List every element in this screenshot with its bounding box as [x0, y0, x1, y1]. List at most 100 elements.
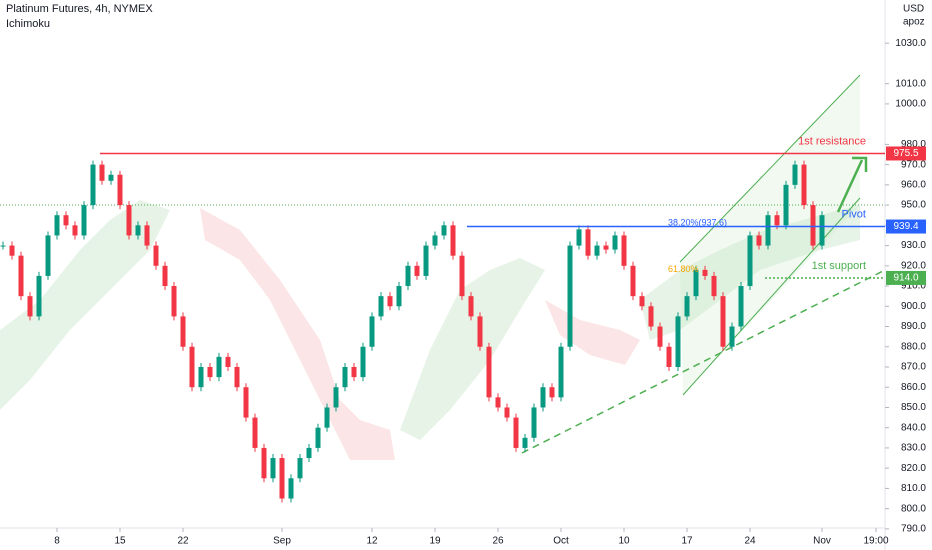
- y-tick-label: 950.0: [901, 200, 926, 211]
- candle: [414, 265, 420, 276]
- x-tick-label: 15: [114, 536, 126, 547]
- candle: [216, 356, 222, 378]
- candle: [693, 269, 699, 297]
- candle: [504, 407, 510, 418]
- level-name: 1st support: [812, 260, 866, 272]
- candle: [369, 316, 375, 347]
- candle: [126, 205, 132, 236]
- candle: [495, 397, 501, 408]
- price-tag-label: 975.5: [893, 148, 918, 159]
- candle: [342, 366, 348, 388]
- candle: [252, 417, 258, 448]
- indicator-name: Ichimoku: [6, 18, 50, 30]
- candle: [747, 235, 753, 287]
- y-tick-label: 1030.0: [895, 38, 926, 49]
- y-tick-label: 930.0: [901, 240, 926, 251]
- candle: [513, 417, 519, 448]
- candle: [351, 366, 357, 378]
- candle: [666, 346, 672, 367]
- candle: [45, 235, 51, 276]
- x-tick-label: 8: [54, 536, 60, 547]
- candle: [333, 387, 339, 408]
- candle: [378, 296, 384, 317]
- candle: [315, 427, 321, 448]
- y-tick-label: 980.0: [901, 139, 926, 150]
- candle: [432, 235, 438, 246]
- candle: [279, 458, 285, 499]
- y-tick-label: 820.0: [901, 463, 926, 474]
- candle: [783, 184, 789, 226]
- candle: [468, 296, 474, 317]
- x-tick-label: 26: [492, 536, 504, 547]
- candle: [72, 225, 78, 236]
- candle: [135, 225, 141, 236]
- candle: [423, 245, 429, 276]
- candle: [522, 437, 528, 448]
- author: apoz: [903, 17, 925, 28]
- candle: [639, 296, 645, 307]
- price-tag-label: 914.0: [893, 273, 918, 284]
- y-tick-label: 810.0: [901, 483, 926, 494]
- candle: [81, 205, 87, 236]
- candle: [540, 387, 546, 408]
- y-tick-label: 790.0: [901, 524, 926, 535]
- candle: [630, 265, 636, 297]
- candle: [54, 215, 60, 236]
- candle: [648, 306, 654, 327]
- candle: [396, 286, 402, 307]
- candle: [189, 346, 195, 388]
- candle: [738, 286, 744, 327]
- y-tick-label: 860.0: [901, 382, 926, 393]
- candle: [720, 296, 726, 347]
- y-tick-label: 960.0: [901, 179, 926, 190]
- candle: [603, 245, 609, 250]
- candle: [234, 366, 240, 388]
- candle: [459, 255, 465, 297]
- candle: [36, 275, 42, 317]
- y-tick-label: 850.0: [901, 402, 926, 413]
- candle: [729, 326, 735, 347]
- candle: [567, 245, 573, 347]
- candle: [162, 265, 168, 287]
- y-tick-label: 970.0: [901, 159, 926, 170]
- candle: [810, 205, 816, 246]
- y-tick-label: 890.0: [901, 321, 926, 332]
- candle: [99, 164, 105, 181]
- y-tick-label: 1000.0: [895, 99, 926, 110]
- candle: [90, 164, 96, 206]
- candle: [117, 174, 123, 206]
- candle: [711, 275, 717, 297]
- candle: [612, 235, 618, 250]
- candle: [0, 245, 6, 247]
- candle: [405, 265, 411, 287]
- level-name: Pivot: [842, 208, 866, 220]
- candle: [108, 174, 114, 181]
- x-tick-label: 10: [618, 536, 630, 547]
- candle: [441, 225, 447, 236]
- x-tick-label: 17: [681, 536, 693, 547]
- candle: [324, 407, 330, 428]
- candle: [792, 164, 798, 185]
- candle: [243, 387, 249, 418]
- candle: [27, 296, 33, 317]
- x-tick-label: Nov: [813, 536, 831, 547]
- candle: [774, 215, 780, 226]
- candle: [702, 269, 708, 276]
- x-tick-label: 24: [744, 536, 756, 547]
- chart-title: Platinum Futures, 4h, NYMEX: [6, 3, 153, 15]
- y-tick-label: 870.0: [901, 362, 926, 373]
- level-name: 1st resistance: [798, 135, 866, 147]
- candle: [144, 225, 150, 246]
- candle: [18, 255, 24, 297]
- candle: [306, 447, 312, 459]
- fib-label: 38.20%(937.6): [668, 218, 727, 228]
- candle: [756, 235, 762, 246]
- candle: [450, 225, 456, 256]
- candle: [171, 286, 177, 317]
- candle: [207, 366, 213, 378]
- candle: [261, 447, 267, 479]
- candle: [621, 235, 627, 266]
- candle: [63, 215, 69, 226]
- candle: [270, 458, 276, 479]
